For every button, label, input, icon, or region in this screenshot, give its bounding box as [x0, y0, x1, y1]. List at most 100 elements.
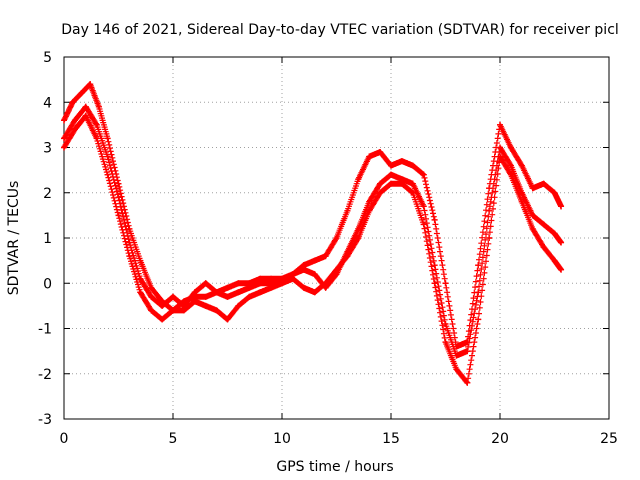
data-point — [246, 284, 253, 291]
data-point — [507, 171, 514, 178]
y-tick-label: 3 — [43, 141, 52, 157]
data-point — [486, 235, 493, 241]
data-point — [551, 257, 558, 264]
y-tick-label: -3 — [38, 412, 52, 428]
data-point — [137, 289, 144, 296]
x-tick-label: 15 — [382, 431, 400, 447]
data-point — [497, 121, 503, 128]
data-point — [442, 320, 449, 327]
data-point — [497, 144, 503, 151]
data-point — [159, 302, 166, 309]
data-point — [78, 90, 85, 97]
data-point — [300, 266, 307, 273]
data-point — [95, 103, 102, 110]
data-point — [191, 289, 198, 296]
data-point — [388, 162, 394, 169]
data-point — [355, 225, 362, 232]
data-point — [355, 176, 362, 183]
data-point — [69, 99, 76, 106]
data-point — [529, 225, 536, 232]
data-point — [289, 275, 296, 282]
data-point — [93, 121, 100, 128]
data-point — [507, 162, 514, 169]
data-point — [507, 144, 514, 151]
data-point — [344, 253, 351, 260]
data-point — [475, 289, 482, 296]
data-point — [442, 280, 449, 287]
data-point — [257, 289, 264, 296]
chart-title: Day 146 of 2021, Sidereal Day-to-day VTE… — [61, 22, 619, 38]
data-point — [420, 221, 427, 228]
data-point — [148, 307, 155, 314]
data-point — [529, 185, 536, 192]
data-point — [420, 171, 427, 178]
data-point — [137, 257, 144, 264]
x-tick-label: 20 — [491, 431, 509, 447]
data-point — [202, 302, 209, 309]
data-point — [551, 189, 558, 196]
data-point — [71, 117, 78, 124]
y-tick-label: 2 — [43, 186, 52, 202]
data-point — [551, 230, 558, 237]
data-point — [61, 144, 67, 151]
x-tick-label: 10 — [273, 431, 291, 447]
y-axis-label: SDTVAR / TECUs — [6, 181, 22, 296]
data-point — [104, 153, 111, 160]
data-point — [409, 189, 416, 196]
data-point — [377, 180, 384, 187]
data-point — [388, 180, 394, 187]
data-point — [558, 203, 565, 210]
data-point — [82, 112, 89, 119]
data-point — [279, 280, 285, 287]
data-point — [257, 280, 264, 287]
data-point — [300, 284, 307, 291]
data-point — [148, 284, 155, 291]
data-point — [104, 135, 111, 142]
data-point — [148, 293, 155, 300]
x-tick-label: 5 — [169, 431, 178, 447]
data-point — [61, 135, 67, 142]
data-point — [475, 262, 482, 269]
data-point — [431, 262, 438, 269]
data-point — [115, 194, 122, 201]
data-point — [224, 284, 231, 291]
data-point — [344, 207, 351, 214]
data-point — [518, 189, 525, 196]
data-point — [213, 307, 220, 314]
data-point — [82, 103, 89, 110]
data-point — [540, 221, 547, 228]
y-tick-label: 5 — [43, 50, 52, 66]
data-point — [311, 271, 318, 278]
data-point — [159, 316, 166, 323]
data-point — [126, 253, 133, 260]
data-point — [409, 162, 416, 169]
y-tick-label: 4 — [43, 95, 52, 111]
data-point — [93, 135, 100, 142]
data-point — [398, 158, 405, 165]
data-point — [311, 289, 318, 296]
data-point — [377, 149, 384, 156]
data-point — [355, 235, 362, 241]
y-tick-label: -1 — [38, 322, 52, 338]
data-point — [115, 212, 122, 219]
data-point — [431, 280, 438, 287]
data-point — [377, 189, 384, 196]
data-point — [540, 244, 547, 251]
data-point — [409, 180, 416, 187]
data-point — [71, 126, 78, 133]
data-point — [420, 203, 427, 210]
data-point — [126, 225, 133, 232]
data-point — [453, 366, 460, 373]
data-point — [333, 266, 340, 273]
data-point — [126, 239, 133, 246]
data-point — [322, 280, 329, 287]
data-point — [235, 289, 242, 296]
data-point — [235, 302, 242, 309]
x-tick-label: 25 — [600, 431, 618, 447]
data-point — [235, 280, 242, 287]
data-point — [202, 293, 209, 300]
data-point — [529, 212, 536, 219]
data-point — [268, 284, 275, 291]
data-point — [224, 293, 231, 300]
data-point — [366, 198, 373, 205]
